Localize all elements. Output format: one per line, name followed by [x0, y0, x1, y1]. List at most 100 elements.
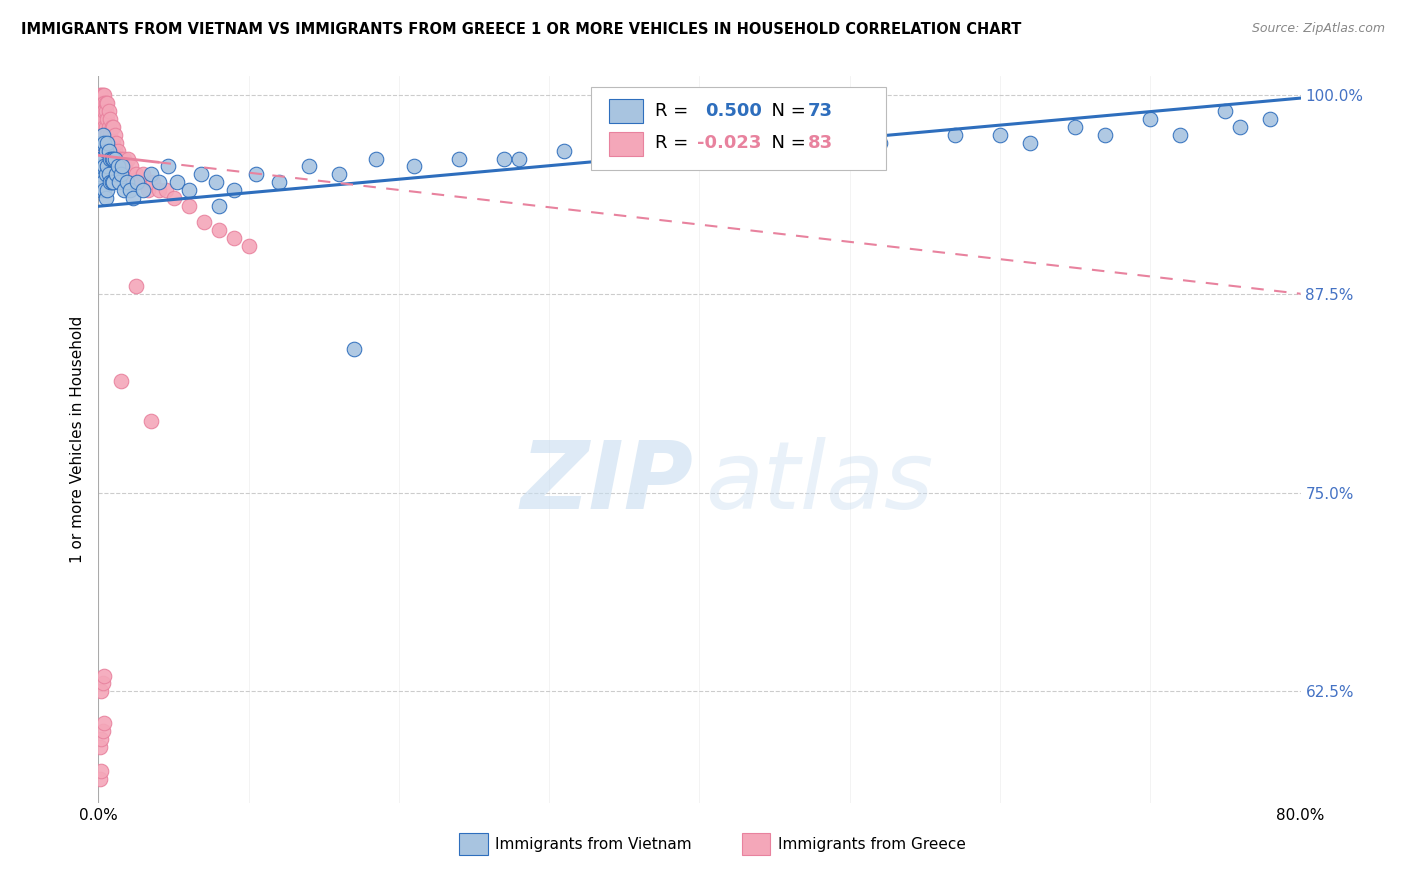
Point — [97, 103, 120, 118]
Point — [122, 191, 145, 205]
Point — [343, 343, 366, 357]
Point — [245, 168, 267, 182]
Point — [118, 183, 141, 197]
Point — [112, 183, 135, 197]
Point — [1139, 112, 1161, 126]
Point — [298, 160, 321, 174]
Point — [89, 120, 111, 134]
Point — [89, 87, 111, 102]
Point — [127, 175, 149, 189]
Point — [1019, 136, 1042, 150]
Point — [107, 160, 129, 174]
Point — [96, 95, 118, 110]
Point — [91, 95, 114, 110]
Point — [89, 168, 111, 182]
Point — [132, 183, 155, 197]
Point — [100, 175, 122, 189]
Point — [90, 95, 112, 110]
Point — [94, 168, 117, 182]
Text: R =: R = — [655, 102, 700, 120]
Point — [104, 152, 127, 166]
Text: ZIP: ZIP — [520, 437, 693, 529]
Point — [988, 128, 1011, 142]
Text: 83: 83 — [807, 135, 832, 153]
Point — [793, 136, 815, 150]
Point — [208, 223, 231, 237]
Point — [105, 136, 128, 150]
Point — [107, 160, 129, 174]
Point — [93, 136, 115, 150]
Point — [115, 175, 138, 189]
Text: Immigrants from Greece: Immigrants from Greece — [778, 837, 966, 852]
Point — [111, 160, 134, 174]
Point — [101, 152, 124, 166]
Point — [238, 239, 260, 253]
Text: N =: N = — [759, 102, 811, 120]
Point — [89, 95, 111, 110]
Point — [128, 175, 150, 189]
Point — [105, 152, 128, 166]
Point — [93, 183, 115, 197]
Point — [162, 191, 184, 205]
FancyBboxPatch shape — [609, 99, 643, 123]
Point — [1215, 103, 1237, 118]
Point — [96, 144, 118, 158]
Point — [447, 152, 470, 166]
Point — [90, 684, 112, 698]
Point — [177, 183, 200, 197]
Point — [673, 144, 696, 158]
Point — [104, 128, 127, 142]
Point — [91, 175, 114, 189]
Point — [943, 128, 966, 142]
Point — [508, 152, 530, 166]
Point — [93, 120, 115, 134]
Text: Immigrants from Vietnam: Immigrants from Vietnam — [495, 837, 692, 852]
Point — [101, 120, 124, 134]
Point — [103, 152, 125, 166]
Point — [89, 772, 111, 786]
Point — [91, 112, 114, 126]
Text: R =: R = — [655, 135, 695, 153]
Point — [96, 136, 118, 150]
Point — [148, 175, 170, 189]
FancyBboxPatch shape — [458, 833, 488, 855]
Point — [148, 183, 170, 197]
Point — [155, 183, 177, 197]
Point — [91, 87, 114, 102]
Point — [222, 231, 245, 245]
Point — [100, 152, 122, 166]
Point — [91, 144, 114, 158]
Point — [190, 168, 212, 182]
Text: IMMIGRANTS FROM VIETNAM VS IMMIGRANTS FROM GREECE 1 OR MORE VEHICLES IN HOUSEHOL: IMMIGRANTS FROM VIETNAM VS IMMIGRANTS FR… — [21, 22, 1022, 37]
Point — [90, 183, 112, 197]
Point — [100, 144, 122, 158]
Text: 0.500: 0.500 — [706, 102, 762, 120]
Point — [91, 128, 114, 142]
Point — [89, 112, 111, 126]
Point — [110, 168, 132, 182]
Point — [90, 732, 112, 747]
Point — [125, 168, 148, 182]
Point — [91, 128, 114, 142]
Point — [108, 152, 131, 166]
Point — [108, 175, 131, 189]
Point — [103, 152, 125, 166]
FancyBboxPatch shape — [609, 132, 643, 156]
Point — [94, 95, 117, 110]
Point — [93, 95, 115, 110]
Point — [94, 103, 117, 118]
Point — [112, 152, 135, 166]
Point — [553, 144, 575, 158]
Text: 73: 73 — [807, 102, 832, 120]
Point — [658, 144, 681, 158]
Point — [101, 152, 124, 166]
Point — [111, 160, 134, 174]
Point — [89, 152, 111, 166]
Point — [402, 160, 425, 174]
Point — [101, 175, 124, 189]
Point — [90, 112, 112, 126]
Point — [494, 152, 516, 166]
Point — [222, 183, 245, 197]
Point — [93, 716, 115, 731]
Point — [166, 175, 188, 189]
